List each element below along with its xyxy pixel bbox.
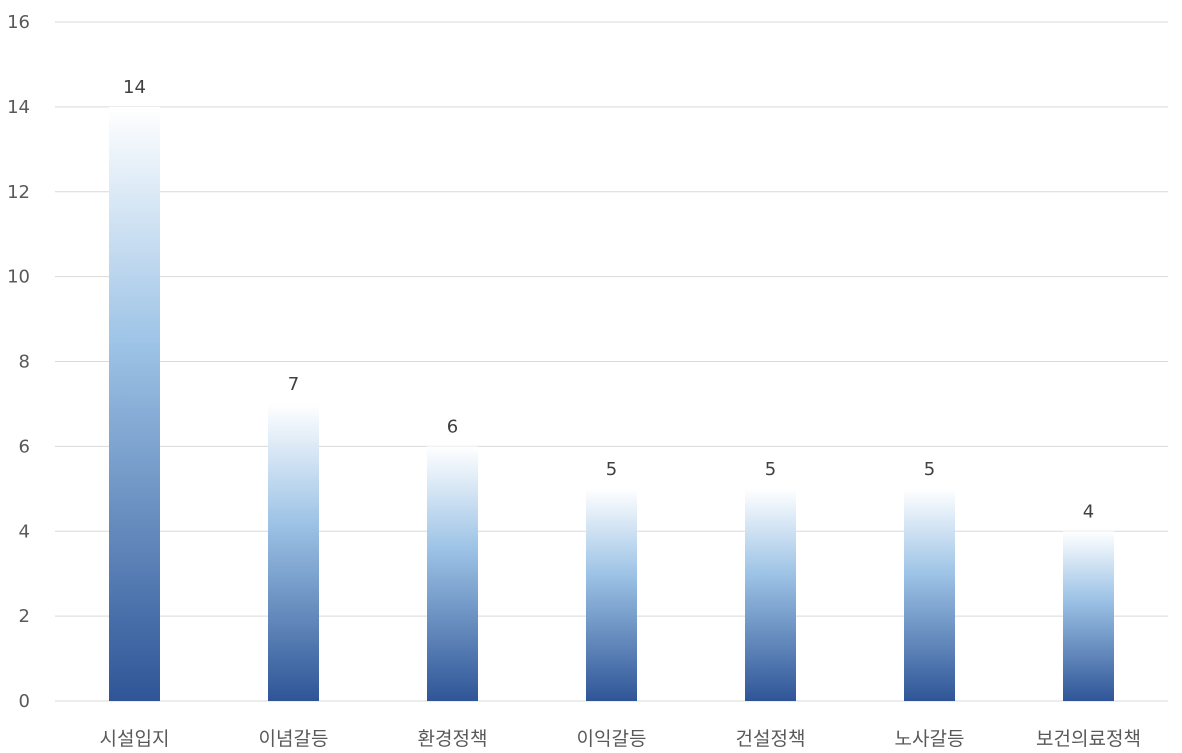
x-category-label: 건설정책 bbox=[736, 728, 806, 750]
x-axis-categories: 시설입지 이념갈등 환경정책 이익갈등 건설정책 노사갈등 보건의료정책 bbox=[100, 728, 1141, 750]
bar bbox=[586, 488, 637, 701]
x-category-label: 이념갈등 bbox=[259, 728, 329, 750]
bar bbox=[904, 488, 955, 701]
x-category-label: 시설입지 bbox=[100, 728, 170, 750]
y-tick-label: 4 bbox=[19, 521, 30, 542]
y-tick-label: 10 bbox=[7, 267, 30, 288]
bar-value-label: 5 bbox=[765, 459, 776, 480]
y-tick-label: 6 bbox=[19, 436, 30, 457]
bars bbox=[109, 106, 1114, 701]
bar-value-label: 5 bbox=[606, 459, 617, 480]
gridlines bbox=[55, 21, 1168, 702]
x-category-label: 환경정책 bbox=[418, 728, 488, 750]
bar bbox=[109, 106, 160, 701]
bar bbox=[745, 488, 796, 701]
bar-value-label: 6 bbox=[447, 416, 458, 437]
bar bbox=[427, 446, 478, 701]
bar-value-label: 7 bbox=[288, 374, 299, 395]
y-axis-ticks: 0 2 4 6 8 10 12 14 16 bbox=[7, 12, 30, 712]
y-tick-label: 14 bbox=[7, 97, 30, 118]
y-tick-label: 16 bbox=[7, 12, 30, 33]
x-category-label: 노사갈등 bbox=[895, 728, 965, 750]
y-tick-label: 0 bbox=[19, 691, 30, 712]
bar bbox=[268, 403, 319, 701]
bar-value-label: 4 bbox=[1083, 501, 1094, 522]
y-tick-label: 2 bbox=[19, 606, 30, 627]
x-category-label: 보건의료정책 bbox=[1036, 728, 1141, 750]
bar-value-label: 14 bbox=[123, 77, 146, 98]
bar bbox=[1063, 531, 1114, 701]
y-tick-label: 8 bbox=[19, 352, 30, 373]
y-tick-label: 12 bbox=[7, 182, 30, 203]
bar-value-label: 5 bbox=[924, 459, 935, 480]
data-labels: 14 7 6 5 5 5 4 bbox=[123, 77, 1094, 522]
x-category-label: 이익갈등 bbox=[577, 728, 647, 750]
